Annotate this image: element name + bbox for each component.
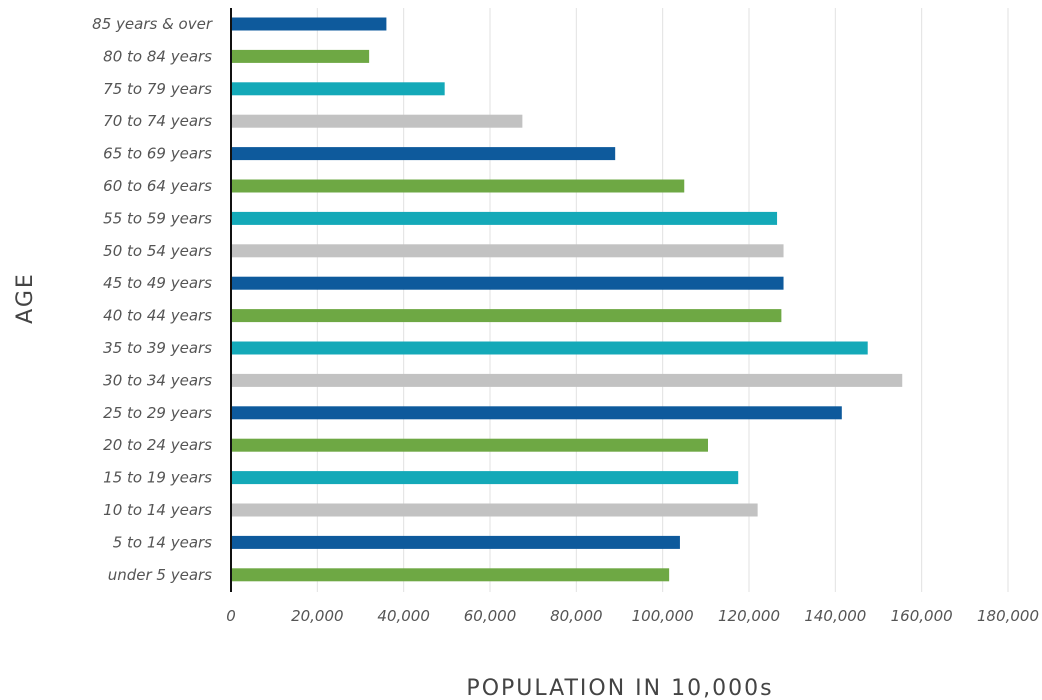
category-label: 5 to 14 years	[113, 533, 212, 551]
bar	[231, 438, 708, 452]
bar	[231, 309, 782, 323]
bar	[231, 503, 758, 517]
x-tick-label: 40,000	[377, 607, 430, 625]
bar	[231, 244, 784, 258]
bar	[231, 49, 370, 63]
x-tick-labels: 0 20,000 40,000 60,000 80,000 100,000 120,000 1…	[226, 607, 1039, 625]
category-label: 20 to 24 years	[103, 436, 212, 454]
bar	[231, 147, 616, 161]
x-tick-label: 140,000	[804, 607, 866, 625]
bar	[231, 211, 778, 225]
x-tick-label: 100,000	[632, 607, 694, 625]
category-labels: 85 years & over 80 to 84 years 75 to 79 ye…	[92, 15, 213, 584]
x-tick-label: 60,000	[464, 607, 517, 625]
category-label: 55 to 59 years	[103, 209, 212, 227]
category-label: 45 to 49 years	[103, 274, 212, 292]
x-tick-label: 0	[226, 607, 236, 625]
category-label: 35 to 39 years	[103, 339, 212, 357]
category-label: 50 to 54 years	[103, 242, 212, 260]
gridlines	[316, 8, 1009, 592]
category-label: 80 to 84 years	[103, 47, 212, 65]
bar	[231, 535, 680, 549]
bar	[231, 114, 523, 128]
category-label: 60 to 64 years	[103, 177, 212, 195]
y-axis-title: AGE	[13, 272, 38, 324]
category-label: 75 to 79 years	[103, 80, 212, 98]
category-label: 10 to 14 years	[103, 501, 212, 519]
x-axis-title: POPULATION IN 10,000s	[466, 676, 773, 700]
bar	[231, 179, 685, 193]
x-tick-label: 160,000	[891, 607, 953, 625]
bars	[231, 17, 903, 582]
category-label: 40 to 44 years	[103, 307, 212, 325]
x-tick-label: 180,000	[977, 607, 1039, 625]
category-label: 30 to 34 years	[103, 371, 212, 389]
bar	[231, 373, 903, 387]
bar	[231, 471, 739, 485]
x-tick-label: 120,000	[718, 607, 780, 625]
category-label: 65 to 69 years	[103, 145, 212, 163]
category-label: 25 to 29 years	[103, 404, 212, 422]
bar	[231, 82, 445, 96]
bar	[231, 406, 842, 420]
category-label: 85 years & over	[92, 15, 213, 33]
category-label: 70 to 74 years	[103, 112, 212, 130]
bar	[231, 568, 670, 582]
bar	[231, 276, 784, 290]
category-label: under 5 years	[108, 566, 212, 584]
bar	[231, 17, 387, 31]
x-tick-label: 20,000	[291, 607, 344, 625]
category-label: 15 to 19 years	[103, 469, 212, 487]
bar	[231, 341, 868, 355]
x-tick-label: 80,000	[550, 607, 603, 625]
